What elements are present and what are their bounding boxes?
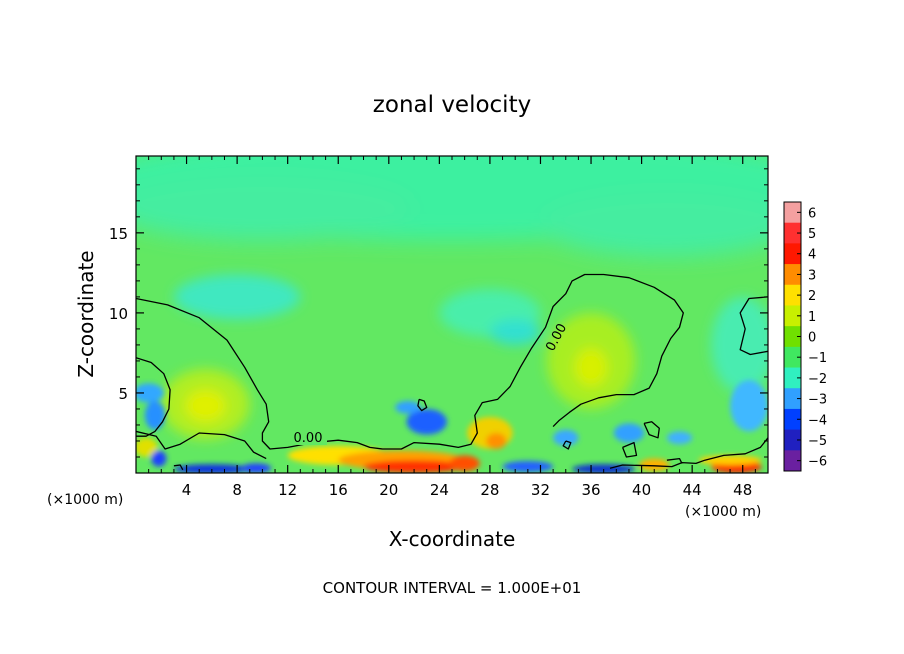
velocity-region-20 — [486, 432, 507, 449]
colorbar-label: −1 — [808, 351, 827, 366]
velocity-field-mid — [161, 274, 768, 440]
velocity-region-21 — [136, 437, 158, 457]
y-axis-label: Z-coordinate — [74, 250, 98, 377]
contour-line-5 — [417, 398, 428, 412]
velocity-region-27 — [173, 464, 250, 473]
velocity-region-15 — [730, 380, 768, 432]
x-tick-label: 24 — [430, 481, 449, 499]
colorbar-label: 3 — [808, 268, 816, 283]
velocity-region-33 — [698, 455, 762, 465]
colorbar-segment-5 — [784, 222, 801, 244]
contour-interval-note: CONTOUR INTERVAL = 1.000E+01 — [323, 579, 582, 597]
contour-label-bg-1 — [289, 430, 327, 445]
colorbar-segment--1 — [784, 346, 801, 368]
velocity-region-2 — [540, 192, 768, 257]
colorbar: 6 5 4 3 2 1 0 −1 −2 −3 −4 −5 −6 — [783, 201, 827, 472]
contour-line-10 — [173, 464, 184, 471]
colorbar-label: −2 — [808, 372, 827, 387]
contour-line-6 — [562, 440, 572, 450]
plot-area — [136, 156, 768, 473]
y-tick-label: 15 — [109, 225, 128, 243]
velocity-region-26 — [449, 455, 480, 472]
x-tick-label: 32 — [531, 481, 550, 499]
colorbar-segment--6 — [784, 450, 801, 472]
velocity-region-16 — [613, 423, 645, 443]
colorbar-segment--5 — [784, 429, 801, 451]
y-tick-label: 10 — [109, 305, 128, 323]
colorbar-segment--4 — [784, 408, 801, 431]
colorbar-segment--2 — [784, 367, 801, 389]
colorbar-label: 6 — [808, 206, 816, 221]
velocity-region-10 — [185, 389, 226, 422]
chart-title: zonal velocity — [373, 92, 531, 118]
velocity-region-6 — [711, 296, 768, 393]
x-tick-label: 40 — [632, 481, 651, 499]
x-unit-label-right: (×1000 m) — [685, 504, 761, 520]
contour-lines — [136, 273, 768, 471]
x-tick-label: 16 — [329, 481, 348, 499]
colorbar-label: −3 — [808, 393, 827, 408]
contour-line-2 — [136, 430, 267, 460]
velocity-region-14 — [395, 400, 421, 414]
colorbar-label: −5 — [808, 434, 827, 449]
velocity-region-1 — [136, 176, 415, 241]
velocity-field-upper — [136, 156, 768, 257]
colorbar-segment-1 — [784, 305, 801, 327]
colorbar-label: −4 — [808, 413, 827, 428]
x-tick-label: 48 — [733, 481, 752, 499]
x-tick-label: 12 — [278, 481, 297, 499]
y-tick-label: 5 — [118, 385, 128, 403]
x-tick-label: 4 — [182, 481, 192, 499]
velocity-region-17 — [553, 429, 579, 446]
contour-line-3 — [739, 296, 768, 356]
colorbar-label: 5 — [808, 227, 816, 242]
x-tick-label: 44 — [683, 481, 702, 499]
velocity-region-12 — [144, 400, 166, 430]
contour-line-7 — [621, 441, 638, 458]
colorbar-segment-2 — [784, 284, 801, 306]
contour-label-1: 0.00 — [294, 431, 323, 446]
colorbar-segment-3 — [784, 264, 801, 286]
velocity-region-4 — [489, 319, 541, 345]
velocity-region-13 — [406, 408, 447, 435]
x-axis-label: X-coordinate — [389, 527, 516, 551]
x-unit-label-left: (×1000 m) — [47, 492, 123, 508]
contour-line-0 — [136, 273, 684, 450]
velocity-region-22 — [151, 450, 167, 467]
colorbar-label: 0 — [808, 331, 816, 346]
colorbar-segment-0 — [784, 326, 801, 348]
colorbar-label: 1 — [808, 310, 816, 325]
contour-line-9 — [666, 457, 683, 464]
x-tick-label: 36 — [581, 481, 600, 499]
velocity-region-5 — [173, 274, 301, 320]
velocity-region-18 — [666, 431, 693, 445]
contour-line-8 — [643, 421, 660, 439]
velocity-region-31 — [639, 458, 670, 472]
colorbar-segment--3 — [784, 388, 801, 410]
x-tick-label: 8 — [232, 481, 242, 499]
colorbar-label: −6 — [808, 455, 827, 470]
x-tick-label: 28 — [480, 481, 499, 499]
colorbar-label: 2 — [808, 289, 816, 304]
contour-line-4 — [609, 437, 768, 469]
velocity-region-11 — [136, 383, 164, 403]
velocity-region-28 — [240, 463, 272, 473]
velocity-field-low — [136, 380, 768, 473]
colorbar-label: 4 — [808, 248, 816, 263]
x-tick-label: 20 — [379, 481, 398, 499]
velocity-region-8 — [574, 348, 608, 387]
colorbar-segment-4 — [784, 243, 801, 265]
colorbar-segment-6 — [784, 202, 801, 224]
